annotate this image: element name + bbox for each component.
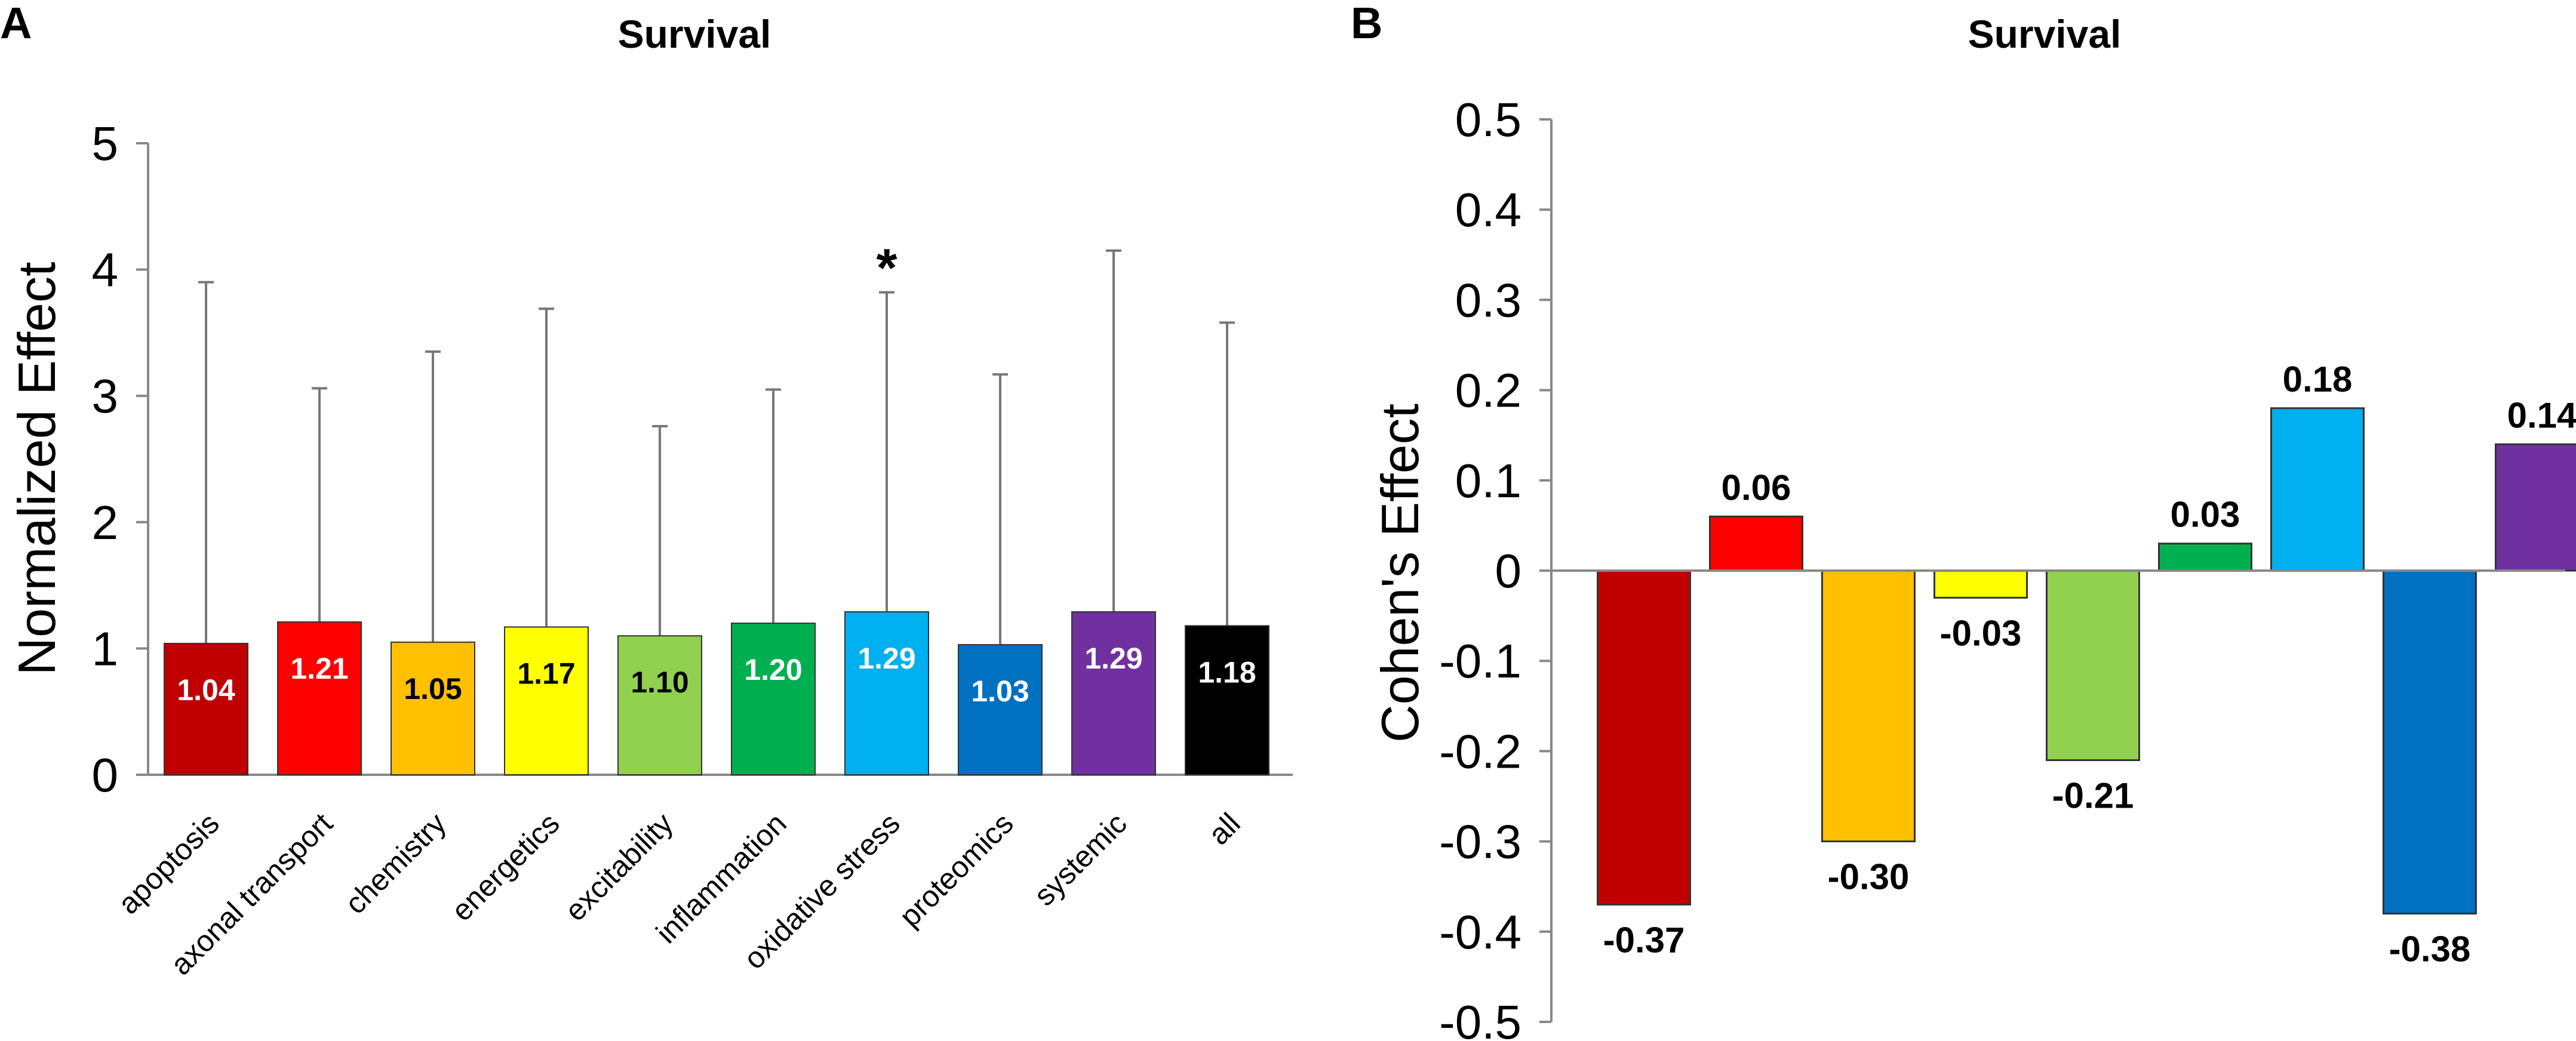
chart-b-bar-value-label: -0.03 [1940, 613, 2022, 653]
chart-a-y-tick-label: 5 [92, 117, 119, 170]
chart-a-bar [1185, 625, 1269, 776]
chart-a-bar [958, 644, 1043, 775]
chart-a-bar-value-label: 1.29 [1084, 642, 1142, 675]
chart-a-bar-value-label: 1.29 [857, 642, 915, 675]
chart-a-y-tick-label: 2 [92, 496, 119, 549]
chart-b: -0.5 -0.4 -0.3 -0.2 -0.1 0 0.1 0.2 0.3 0.4 0.5 -0.3… [1439, 93, 2576, 1041]
chart-a-x-tick-label: proteomics [893, 806, 1020, 934]
chart-b-bar [1821, 569, 1916, 843]
chart-a-significance-marker: * [876, 239, 897, 298]
chart-b-bar-value-label: 0.18 [2283, 359, 2353, 399]
chart-a-x-tick-label: all [1202, 806, 1247, 851]
chart-b-y-tick-label: 0.5 [1455, 93, 1521, 146]
chart-a-bar [844, 611, 929, 775]
chart-a-bar [164, 642, 248, 776]
chart-b-bar [1933, 569, 2028, 599]
chart-a-bar [731, 623, 816, 775]
chart-b-y-tick-label: -0.3 [1439, 815, 1521, 868]
chart-a-y-tick-label: 1 [92, 622, 119, 675]
chart-a-bar-value-label: 1.03 [971, 675, 1029, 708]
panel-letter-a: A [0, 0, 32, 48]
chart-b-y-tick-label: 0.1 [1455, 454, 1521, 507]
chart-a-bar [1071, 611, 1156, 775]
chart-b-bar-value-label: -0.21 [2052, 776, 2134, 816]
chart-a-y-tick-label: 0 [92, 749, 119, 802]
chart-a-x-tick-label: energetics [445, 806, 566, 928]
chart-b-bar-value-label: -0.38 [2389, 929, 2471, 969]
chart-b-bar [2158, 543, 2252, 572]
chart-b-bar [1709, 515, 1803, 572]
chart-b-bar-value-label: 0.06 [1722, 467, 1791, 507]
chart-b-bar-value-label: 0.03 [2171, 495, 2240, 535]
chart-b-y-tick-label: -0.5 [1439, 996, 1521, 1041]
chart-a-x-tick-label: apoptosis [112, 806, 226, 920]
chart-a-bar [504, 626, 589, 775]
chart-a-bar-value-label: 1.21 [290, 652, 348, 685]
chart-b-y-tick-label: 0 [1495, 544, 1522, 598]
panel-letter-b: B [1351, 0, 1382, 48]
chart-a-bar-value-label: 1.17 [517, 657, 575, 690]
chart-a-bar-value-label: 1.04 [177, 673, 235, 707]
chart-b-y-tick-label: 0.3 [1455, 273, 1521, 327]
chart-b-bar [2046, 569, 2140, 762]
chart-a-x-tick-label: chemistry [339, 806, 453, 920]
chart-b-bar-value-label: -0.30 [1828, 857, 1910, 897]
chart-a-bar-value-label: 1.20 [744, 653, 802, 686]
chart-b-bar [2495, 443, 2576, 572]
chart-a-bar [617, 635, 702, 775]
chart-a-bar-value-label: 1.05 [404, 672, 462, 706]
chart-a-y-axis-label: Normalized Effect [7, 262, 66, 676]
chart-a-title: Survival [618, 12, 771, 56]
chart-a-x-tick-label: excitability [558, 806, 680, 928]
chart-b-y-axis-label: Cohen's Effect [1370, 404, 1430, 743]
chart-a-bar-value-label: 1.18 [1198, 655, 1256, 689]
chart-b-bar [2270, 407, 2365, 572]
chart-b-bar [1597, 569, 1691, 906]
chart-a-bar-value-label: 1.10 [631, 666, 688, 699]
chart-a-bar [391, 641, 475, 775]
chart-b-y-tick-label: 0.4 [1455, 183, 1521, 236]
chart-b-bar [2383, 569, 2477, 915]
chart-a-x-tick-label: systemic [1028, 806, 1133, 912]
chart-b-y-tick-label: -0.4 [1439, 906, 1521, 959]
chart-b-bar-value-label: 0.14 [2507, 395, 2576, 435]
chart-a-y-tick-label: 3 [92, 369, 119, 423]
chart-b-title: Survival [1968, 12, 2122, 56]
chart-a-bar [277, 621, 362, 775]
chart-a-y-tick-label: 4 [92, 244, 119, 297]
chart-b-y-tick-label: 0.2 [1455, 364, 1521, 417]
chart-b-bar-value-label: -0.37 [1603, 920, 1685, 960]
chart-b-y-tick-label: -0.1 [1439, 635, 1521, 688]
chart-b-y-tick-label: -0.2 [1439, 725, 1521, 778]
